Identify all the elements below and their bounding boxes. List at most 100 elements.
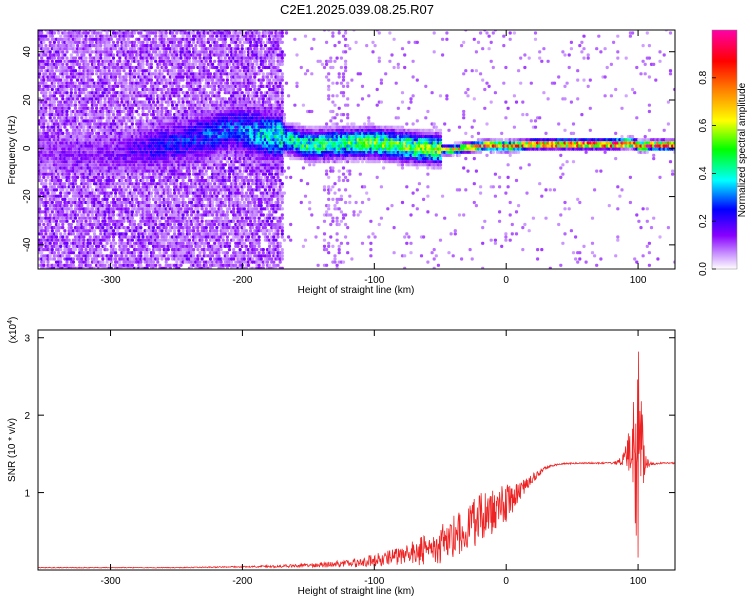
spectrogram-cell — [177, 94, 181, 98]
spectrogram-cell — [42, 222, 46, 227]
spectrogram-cell — [52, 56, 56, 60]
spectrogram-cell — [97, 235, 101, 239]
spectrogram-cell — [52, 100, 56, 104]
spectrogram-cell — [82, 178, 86, 183]
spectrogram-cell — [114, 241, 118, 245]
spectrogram-cell — [42, 116, 46, 120]
spectrogram-cell — [192, 37, 196, 41]
spectrogram-cell — [107, 235, 111, 239]
spectrogram-cell — [135, 44, 139, 48]
spectrogram-cell — [164, 182, 168, 186]
spectrogram-cell — [168, 200, 172, 205]
spectrogram-cell — [156, 65, 160, 70]
spectrogram-cell — [103, 188, 107, 192]
spectrogram-cell — [162, 204, 166, 208]
spectrogram-cell — [187, 172, 191, 176]
spectrogram-cell — [57, 53, 61, 57]
spectrogram-cell — [84, 59, 88, 63]
spectrogram-cell — [99, 178, 103, 183]
spectrogram-cell — [57, 175, 61, 179]
spectrogram-cell — [76, 119, 80, 123]
spectrogram-cell — [135, 109, 139, 114]
spectrogram-cell — [80, 248, 84, 252]
spectrogram-cell — [80, 34, 84, 38]
spectrogram-cell — [52, 72, 56, 76]
spectrogram-cell — [78, 69, 82, 73]
spectrogram-cell — [99, 248, 103, 252]
spectrogram-cell — [160, 72, 164, 76]
spectrogram-cell — [151, 260, 156, 264]
spectrogram-cell — [185, 210, 189, 214]
spectrogram-cell — [126, 197, 130, 201]
spectrogram-cell — [111, 229, 116, 233]
spectrogram-cell — [196, 210, 200, 214]
spectrogram-cell — [107, 69, 111, 73]
spectrogram-cell — [126, 226, 130, 230]
spectrogram-cell — [164, 260, 168, 264]
spectrogram-cell — [137, 175, 141, 179]
spectrogram-cell — [183, 200, 187, 205]
spectrogram-cell — [71, 65, 75, 70]
spectrogram-cell — [194, 169, 198, 173]
spectrogram-cell — [44, 109, 48, 114]
spectrogram-cell — [105, 197, 109, 201]
spectrogram-cell — [65, 113, 69, 117]
spectrogram-cell — [48, 182, 52, 186]
spectrogram-cell — [139, 226, 143, 230]
spectrogram-cell — [46, 122, 50, 126]
spectrogram-cell — [145, 59, 149, 63]
spectrogram-cell — [101, 200, 105, 205]
spectrogram-cell — [133, 222, 137, 227]
spectrogram-cell — [126, 37, 130, 41]
spectrogram-cell — [189, 244, 194, 248]
spectrogram-cell — [162, 44, 166, 48]
spectrogram-cell — [52, 103, 56, 107]
spectrogram-cell — [38, 222, 42, 227]
spectrogram-cell — [154, 263, 158, 267]
spectrogram-cell — [73, 91, 78, 95]
spectrogram-cell — [103, 213, 107, 217]
spectrogram-cell — [109, 254, 113, 258]
spectrogram-cell — [82, 125, 86, 129]
spectrogram-cell — [107, 222, 111, 227]
spectrogram-cell — [59, 100, 63, 104]
spectrogram-cell — [111, 53, 116, 57]
spectrogram-cell — [46, 210, 50, 214]
spectrogram-cell — [65, 50, 69, 54]
spectrogram-cell — [158, 251, 162, 255]
spectrogram-cell — [145, 40, 149, 44]
spectrogram-cell — [73, 106, 78, 110]
spectrogram-cell — [124, 204, 128, 208]
spectrogram-cell — [177, 197, 181, 201]
spectrogram-cell — [183, 216, 187, 220]
spectrogram-cell — [44, 232, 48, 236]
spectrogram-cell — [137, 37, 141, 41]
spectrogram-cell — [50, 200, 54, 205]
spectrogram-cell — [187, 34, 191, 38]
spectrogram-cell — [63, 53, 67, 57]
spectrogram-cell — [118, 106, 122, 110]
spectrogram-cell — [160, 229, 164, 233]
spectrogram-cell — [143, 100, 147, 104]
spectrogram-cell — [40, 232, 44, 236]
spectrogram-cell — [168, 175, 172, 179]
spectrogram-cell — [84, 248, 88, 252]
spectrogram-cell — [166, 185, 170, 189]
spectrogram-cell — [141, 40, 145, 44]
spectrogram-cell — [61, 235, 65, 239]
spectrogram-cell — [185, 182, 189, 186]
spectrogram-cell — [130, 200, 134, 205]
spectrogram-cell — [189, 44, 194, 48]
spectrogram-cell — [52, 40, 56, 44]
spectrogram-cell — [137, 210, 141, 214]
spectrogram-cell — [86, 260, 90, 264]
spectrogram-cell — [156, 100, 160, 104]
spectrogram-cell — [168, 113, 172, 117]
spectrogram-cell — [175, 53, 179, 57]
spectrogram-cell — [90, 87, 94, 92]
spectrogram-cell — [111, 87, 116, 92]
spectrogram-cell — [50, 210, 54, 214]
spectrogram-cell — [158, 197, 162, 201]
spectrogram-cell — [160, 185, 164, 189]
spectrogram-cell — [177, 59, 181, 63]
